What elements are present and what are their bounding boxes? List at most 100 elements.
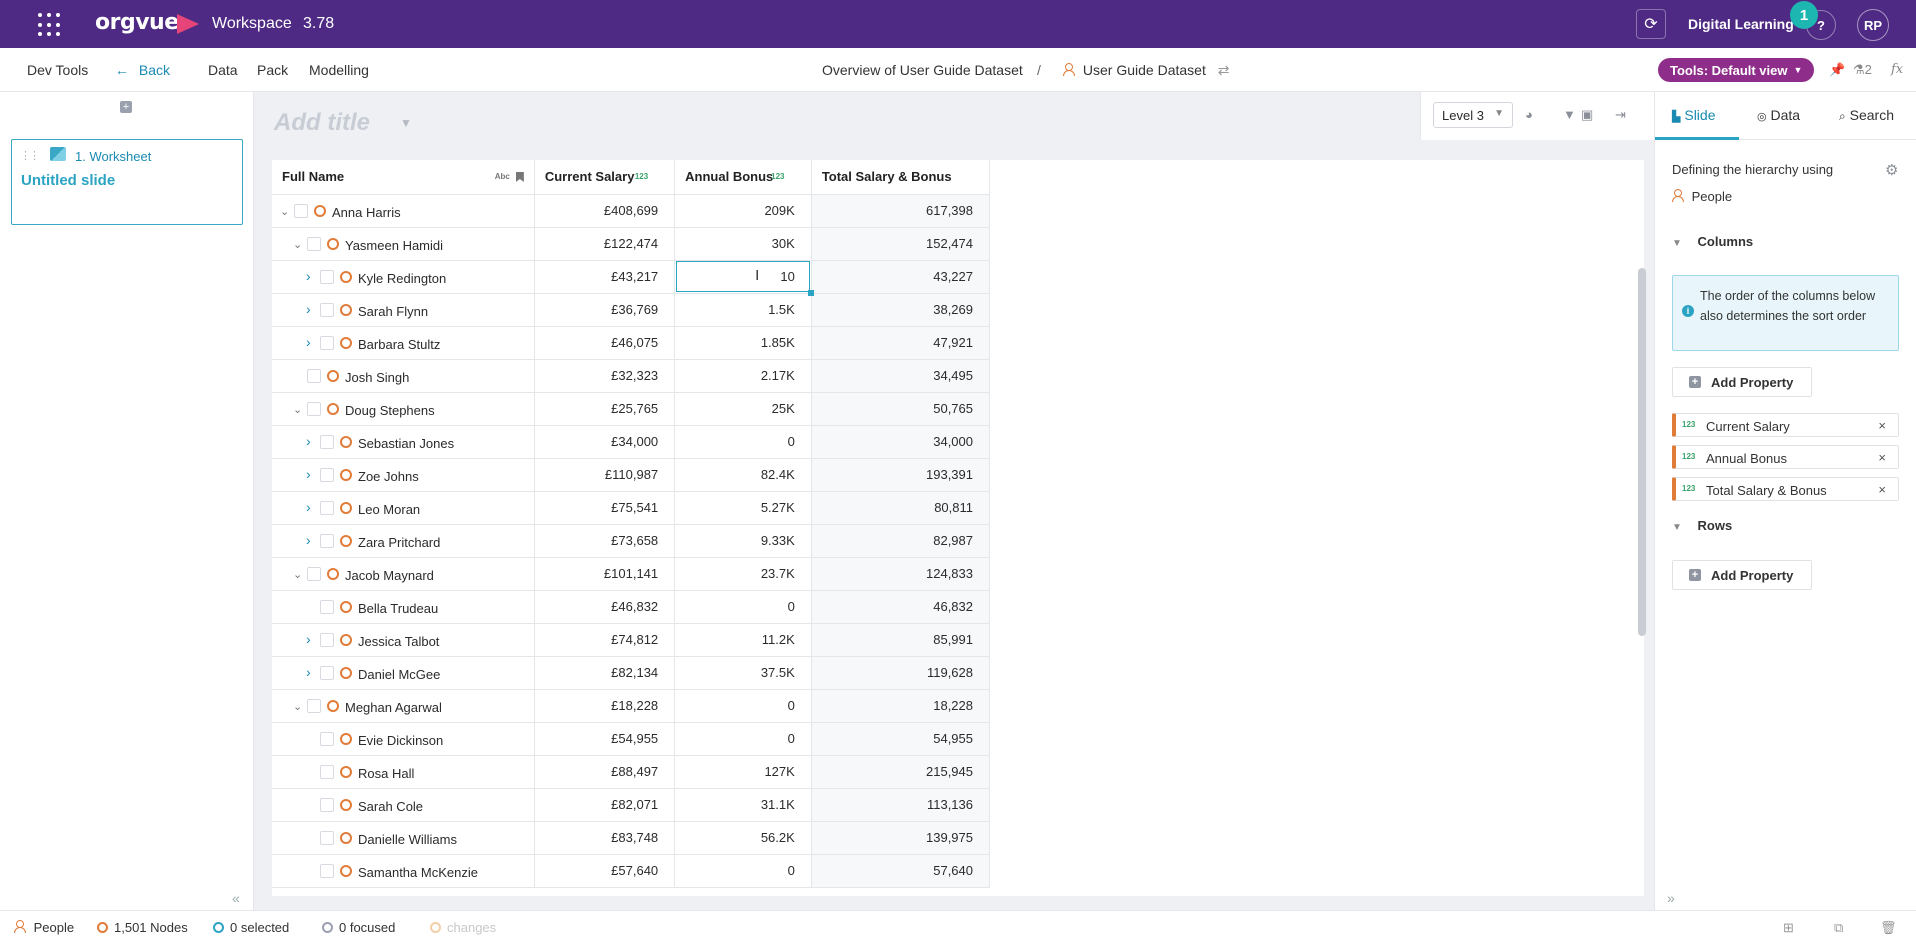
add-title-input[interactable]: Add title	[274, 109, 370, 136]
bookmark-icon[interactable]	[515, 172, 524, 182]
table-row[interactable]: Bella Trudeau £46,832 0 46,832	[272, 590, 991, 624]
formula-icon[interactable]: fx	[1891, 62, 1904, 77]
table-row[interactable]: Josh Singh £32,323 2.17K 34,495	[272, 359, 991, 393]
cell-full-name[interactable]: ⌄ Doug Stephens	[272, 392, 535, 426]
collapse-icon[interactable]: ⌄	[280, 205, 290, 218]
chevron-down-icon[interactable]: ▼	[400, 116, 412, 130]
chat-icon[interactable]: ▣	[1581, 107, 1594, 122]
row-checkbox[interactable]	[320, 731, 334, 746]
row-checkbox[interactable]	[307, 401, 321, 416]
cell-annual-bonus[interactable]: 1.85K	[674, 326, 812, 360]
cell-full-name[interactable]: Samantha McKenzie	[272, 854, 535, 888]
cell-full-name[interactable]: › Kyle Redington	[272, 260, 535, 294]
expand-right-icon[interactable]: »	[1667, 890, 1675, 906]
cell-annual-bonus[interactable]: 82.4K	[674, 458, 812, 492]
tab-search[interactable]: ⌕ Search	[1839, 107, 1894, 124]
cell-full-name[interactable]: › Sarah Flynn	[272, 293, 535, 327]
user-avatar[interactable]: RP	[1857, 9, 1889, 41]
cell-annual-bonus[interactable]: 127K	[674, 755, 812, 789]
collapse-left-icon[interactable]: «	[232, 890, 240, 906]
cell-current-salary[interactable]: £82,134	[534, 656, 676, 690]
duplicate-icon[interactable]: ⧉	[1834, 920, 1844, 935]
cell-annual-bonus[interactable]: 0	[674, 590, 812, 624]
column-property-item[interactable]: 123 Annual Bonus ×	[1672, 445, 1899, 469]
cell-annual-bonus-editing[interactable]: I 10	[674, 260, 814, 296]
breadcrumb-overview[interactable]: Overview of User Guide Dataset	[822, 62, 1023, 78]
cell-full-name[interactable]: › Jessica Talbot	[272, 623, 535, 657]
hierarchy-dimension[interactable]: People	[1672, 189, 1732, 204]
cell-current-salary[interactable]: £73,658	[534, 524, 676, 558]
column-header-total[interactable]: Total Salary & Bonus	[811, 160, 991, 195]
row-checkbox[interactable]	[307, 236, 321, 251]
cell-annual-bonus[interactable]: 1.5K	[674, 293, 812, 327]
sync-button[interactable]: ⟳	[1636, 9, 1666, 39]
table-row[interactable]: ⌄ Doug Stephens £25,765 25K 50,765	[272, 392, 991, 426]
table-row[interactable]: Evie Dickinson £54,955 0 54,955	[272, 722, 991, 756]
column-header-current-salary[interactable]: Current Salary 123	[534, 160, 676, 195]
collapse-icon[interactable]: ⌄	[293, 238, 303, 251]
table-row[interactable]: Danielle Williams £83,748 56.2K 139,975	[272, 821, 991, 855]
cell-current-salary[interactable]: £34,000	[534, 425, 676, 459]
column-header-full-name[interactable]: Full Name Abc	[272, 160, 535, 195]
tab-data[interactable]: ◎ Data	[1757, 107, 1800, 123]
status-selected[interactable]: 0 selected	[213, 920, 289, 935]
table-row[interactable]: Samantha McKenzie £57,640 0 57,640	[272, 854, 991, 888]
cell-full-name[interactable]: › Barbara Stultz	[272, 326, 535, 360]
cell-full-name[interactable]: › Zara Pritchard	[272, 524, 535, 558]
cell-full-name[interactable]: Bella Trudeau	[272, 590, 535, 624]
row-checkbox[interactable]	[307, 698, 321, 713]
collaborators-button[interactable]: ⚗2	[1853, 62, 1872, 78]
cell-annual-bonus[interactable]: 31.1K	[674, 788, 812, 822]
cell-current-salary[interactable]: £36,769	[534, 293, 676, 327]
table-row[interactable]: › Daniel McGee £82,134 37.5K 119,628	[272, 656, 991, 690]
table-row[interactable]: › Sarah Flynn £36,769 1.5K 38,269	[272, 293, 991, 327]
cell-current-salary[interactable]: £82,071	[534, 788, 676, 822]
table-row[interactable]: › Barbara Stultz £46,075 1.85K 47,921	[272, 326, 991, 360]
cell-annual-bonus[interactable]: 0	[674, 689, 812, 723]
cell-current-salary[interactable]: £75,541	[534, 491, 676, 525]
status-focused[interactable]: 0 focused	[322, 920, 395, 935]
drag-handle-icon[interactable]: ⋮⋮	[20, 150, 40, 162]
cell-annual-bonus[interactable]: 9.33K	[674, 524, 812, 558]
vertical-scrollbar[interactable]	[1638, 268, 1646, 636]
cell-current-salary[interactable]: £408,699	[534, 194, 676, 228]
table-row[interactable]: › Leo Moran £75,541 5.27K 80,811	[272, 491, 991, 525]
cell-annual-bonus[interactable]: 0	[674, 722, 812, 756]
filter-icon[interactable]: ▼	[1563, 107, 1576, 122]
org-name[interactable]: Digital Learning	[1688, 16, 1794, 32]
cell-current-salary[interactable]: £101,141	[534, 557, 676, 591]
row-checkbox[interactable]	[307, 368, 321, 383]
row-checkbox[interactable]	[320, 665, 334, 680]
row-checkbox[interactable]	[320, 599, 334, 614]
row-checkbox[interactable]	[320, 467, 334, 482]
cell-current-salary[interactable]: £32,323	[534, 359, 676, 393]
add-column-property-button[interactable]: + Add Property	[1672, 367, 1812, 397]
cell-full-name[interactable]: Josh Singh	[272, 359, 535, 393]
cell-current-salary[interactable]: £54,955	[534, 722, 676, 756]
cell-annual-bonus[interactable]: 2.17K	[674, 359, 812, 393]
cell-current-salary[interactable]: £122,474	[534, 227, 676, 261]
row-checkbox[interactable]	[320, 764, 334, 779]
table-row[interactable]: Sarah Cole £82,071 31.1K 113,136	[272, 788, 991, 822]
menu-modelling[interactable]: Modelling	[309, 62, 369, 78]
table-row[interactable]: Rosa Hall £88,497 127K 215,945	[272, 755, 991, 789]
cell-current-salary[interactable]: £88,497	[534, 755, 676, 789]
add-row-property-button[interactable]: + Add Property	[1672, 560, 1812, 590]
cell-annual-bonus[interactable]: 30K	[674, 227, 812, 261]
cell-annual-bonus[interactable]: 25K	[674, 392, 812, 426]
cell-current-salary[interactable]: £25,765	[534, 392, 676, 426]
cell-current-salary[interactable]: £74,812	[534, 623, 676, 657]
back-button[interactable]: ← Back	[115, 62, 170, 78]
cell-full-name[interactable]: › Zoe Johns	[272, 458, 535, 492]
table-row[interactable]: ⌄ Anna Harris £408,699 209K 617,398	[272, 194, 991, 228]
cell-current-salary[interactable]: £46,075	[534, 326, 676, 360]
cell-full-name[interactable]: Rosa Hall	[272, 755, 535, 789]
column-property-item[interactable]: 123 Current Salary ×	[1672, 413, 1899, 437]
cell-annual-bonus[interactable]: 209K	[674, 194, 812, 228]
expand-icon[interactable]: ›	[306, 432, 311, 449]
slide-thumbnail[interactable]: ⋮⋮ 1. Worksheet Untitled slide	[11, 139, 243, 225]
cell-current-salary[interactable]: £83,748	[534, 821, 676, 855]
expand-icon[interactable]: ›	[306, 465, 311, 482]
column-property-item[interactable]: 123 Total Salary & Bonus ×	[1672, 477, 1899, 501]
table-row[interactable]: ⌄ Meghan Agarwal £18,228 0 18,228	[272, 689, 991, 723]
